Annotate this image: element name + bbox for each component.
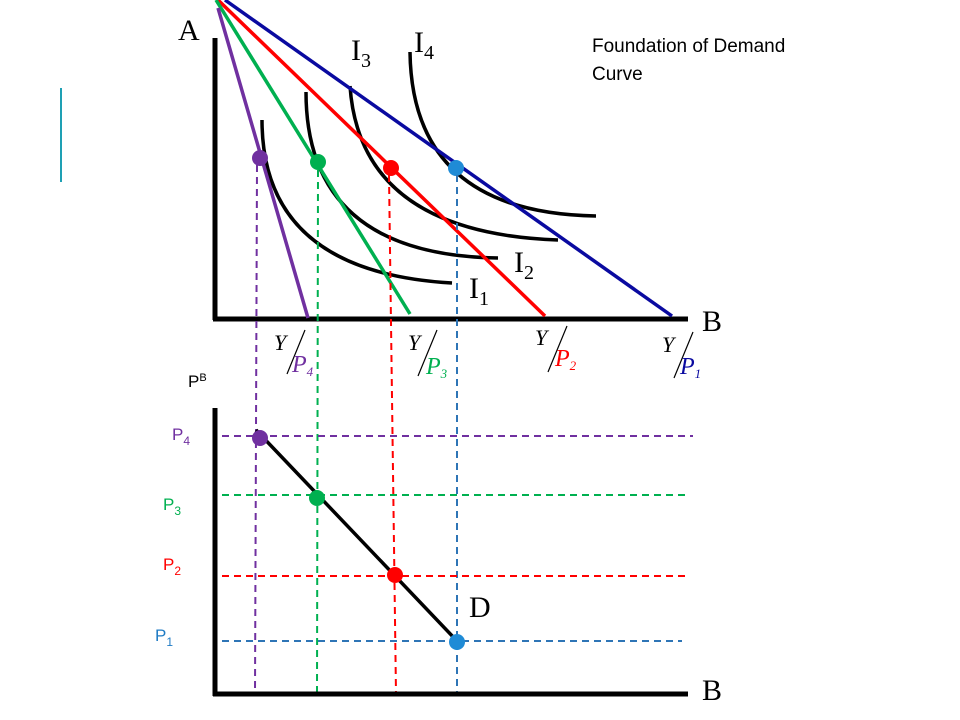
tangency-point-p1 (448, 160, 464, 176)
bottom-x-axis-label: B (702, 674, 722, 707)
indifference-label-i4: I4 (414, 26, 434, 64)
indifference-curve-i4 (408, 51, 597, 218)
indifference-curve-i2 (304, 91, 499, 260)
intercept-label-p4: Y P4 (274, 329, 314, 379)
demand-curve (254, 428, 459, 643)
intercept-label-p2: Y P2 (535, 325, 577, 373)
tangency-point-p3 (310, 154, 326, 170)
bottom-panel: PB B D P4 P3 P2 P1 (155, 372, 722, 707)
price-label-p4: P4 (172, 425, 190, 448)
demand-point-p1 (449, 634, 465, 650)
price-label-p2: P2 (163, 555, 181, 578)
diagram-title: Foundation of Demand (592, 36, 785, 57)
top-x-axis-label: B (702, 305, 722, 338)
projection-line-p2 (388, 174, 397, 695)
tangency-point-p4 (252, 150, 268, 166)
indifference-curve-i3 (348, 85, 559, 242)
svg-text:Y: Y (535, 325, 550, 350)
indifference-label-i1: I1 (469, 272, 489, 310)
bottom-y-axis-label: PB (188, 372, 207, 391)
indifference-label-i2: I2 (514, 246, 534, 284)
svg-text:P4: P4 (291, 352, 314, 379)
svg-text:Y: Y (662, 332, 677, 357)
svg-text:P3: P3 (425, 354, 448, 381)
demand-point-p4 (252, 430, 268, 446)
projection-line-p4 (254, 164, 258, 695)
top-panel: A B I4 I3 I2 I1 Y P4 Y P3 (178, 0, 722, 381)
svg-text:Y: Y (408, 330, 423, 355)
svg-text:P1: P1 (679, 354, 701, 381)
intercept-label-p1: Y P1 (662, 331, 701, 381)
projection-line-p3 (316, 169, 319, 695)
tangency-point-p2 (383, 160, 399, 176)
price-label-p1: P1 (155, 626, 173, 649)
demand-curve-label: D (469, 591, 491, 624)
budget-line-p2 (216, 0, 547, 318)
intercept-label-p3: Y P3 (408, 329, 448, 381)
indifference-label-i3: I3 (351, 34, 371, 72)
price-label-p3: P3 (163, 495, 181, 518)
top-y-axis-label: A (178, 14, 200, 47)
demand-point-p2 (387, 567, 403, 583)
demand-point-p3 (309, 490, 325, 506)
diagram-title-line-2: Curve (592, 64, 643, 85)
svg-text:Y: Y (274, 330, 289, 355)
svg-text:P2: P2 (554, 346, 577, 373)
budget-line-p1 (223, 0, 674, 318)
projection-lines (254, 164, 458, 695)
